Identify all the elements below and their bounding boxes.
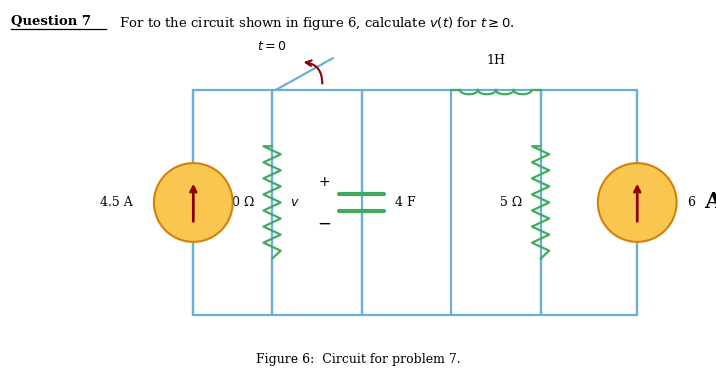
Text: 4.5 A: 4.5 A (100, 196, 132, 209)
Text: +: + (319, 175, 330, 189)
Text: For to the circuit shown in figure 6, calculate $v(t)$ for $t \geq 0$.: For to the circuit shown in figure 6, ca… (111, 15, 515, 32)
Text: $v$: $v$ (290, 196, 299, 209)
Text: Question 7: Question 7 (11, 15, 91, 28)
Text: −: − (317, 214, 332, 232)
Ellipse shape (154, 163, 233, 242)
Text: A: A (704, 192, 716, 213)
Ellipse shape (598, 163, 677, 242)
Text: $t = 0$: $t = 0$ (257, 39, 287, 53)
Text: 10 Ω: 10 Ω (224, 196, 254, 209)
Text: 1H: 1H (486, 54, 505, 68)
Text: 4 F: 4 F (395, 196, 416, 209)
Text: Figure 6:  Circuit for problem 7.: Figure 6: Circuit for problem 7. (256, 352, 460, 366)
Text: 5 Ω: 5 Ω (500, 196, 523, 209)
Text: 6: 6 (687, 196, 695, 209)
